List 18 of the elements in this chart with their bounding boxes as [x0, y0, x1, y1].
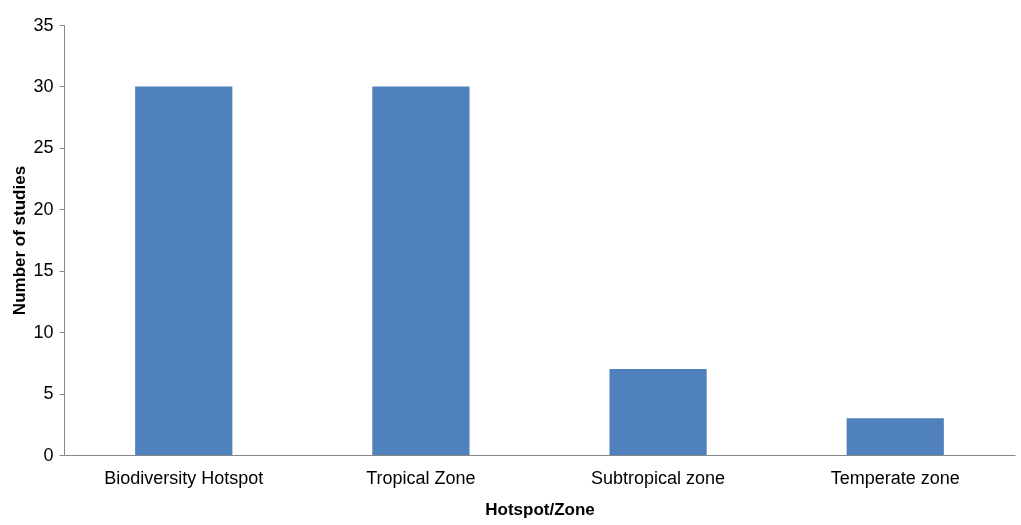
y-axis-title: Number of studies [10, 165, 30, 316]
y-tick-label: 20 [33, 198, 54, 219]
x-tick-label: Biodiversity Hotspot [104, 467, 264, 488]
y-tick-label: 5 [43, 383, 54, 404]
y-tick-label: 0 [43, 444, 54, 465]
y-tick-label: 10 [33, 321, 54, 342]
y-tick-label: 15 [33, 260, 54, 281]
x-tick-label: Subtropical zone [591, 467, 726, 488]
x-tick-label: Temperate zone [830, 467, 960, 488]
y-tick-label: 30 [33, 75, 54, 96]
bar [846, 418, 944, 455]
bar [372, 86, 470, 455]
x-tick-label: Tropical Zone [366, 467, 476, 488]
bar [135, 86, 233, 455]
bar [609, 369, 707, 455]
y-tick-label: 35 [33, 14, 54, 35]
x-axis-title: Hotspot/Zone [485, 499, 595, 519]
y-tick-label: 25 [33, 137, 54, 158]
